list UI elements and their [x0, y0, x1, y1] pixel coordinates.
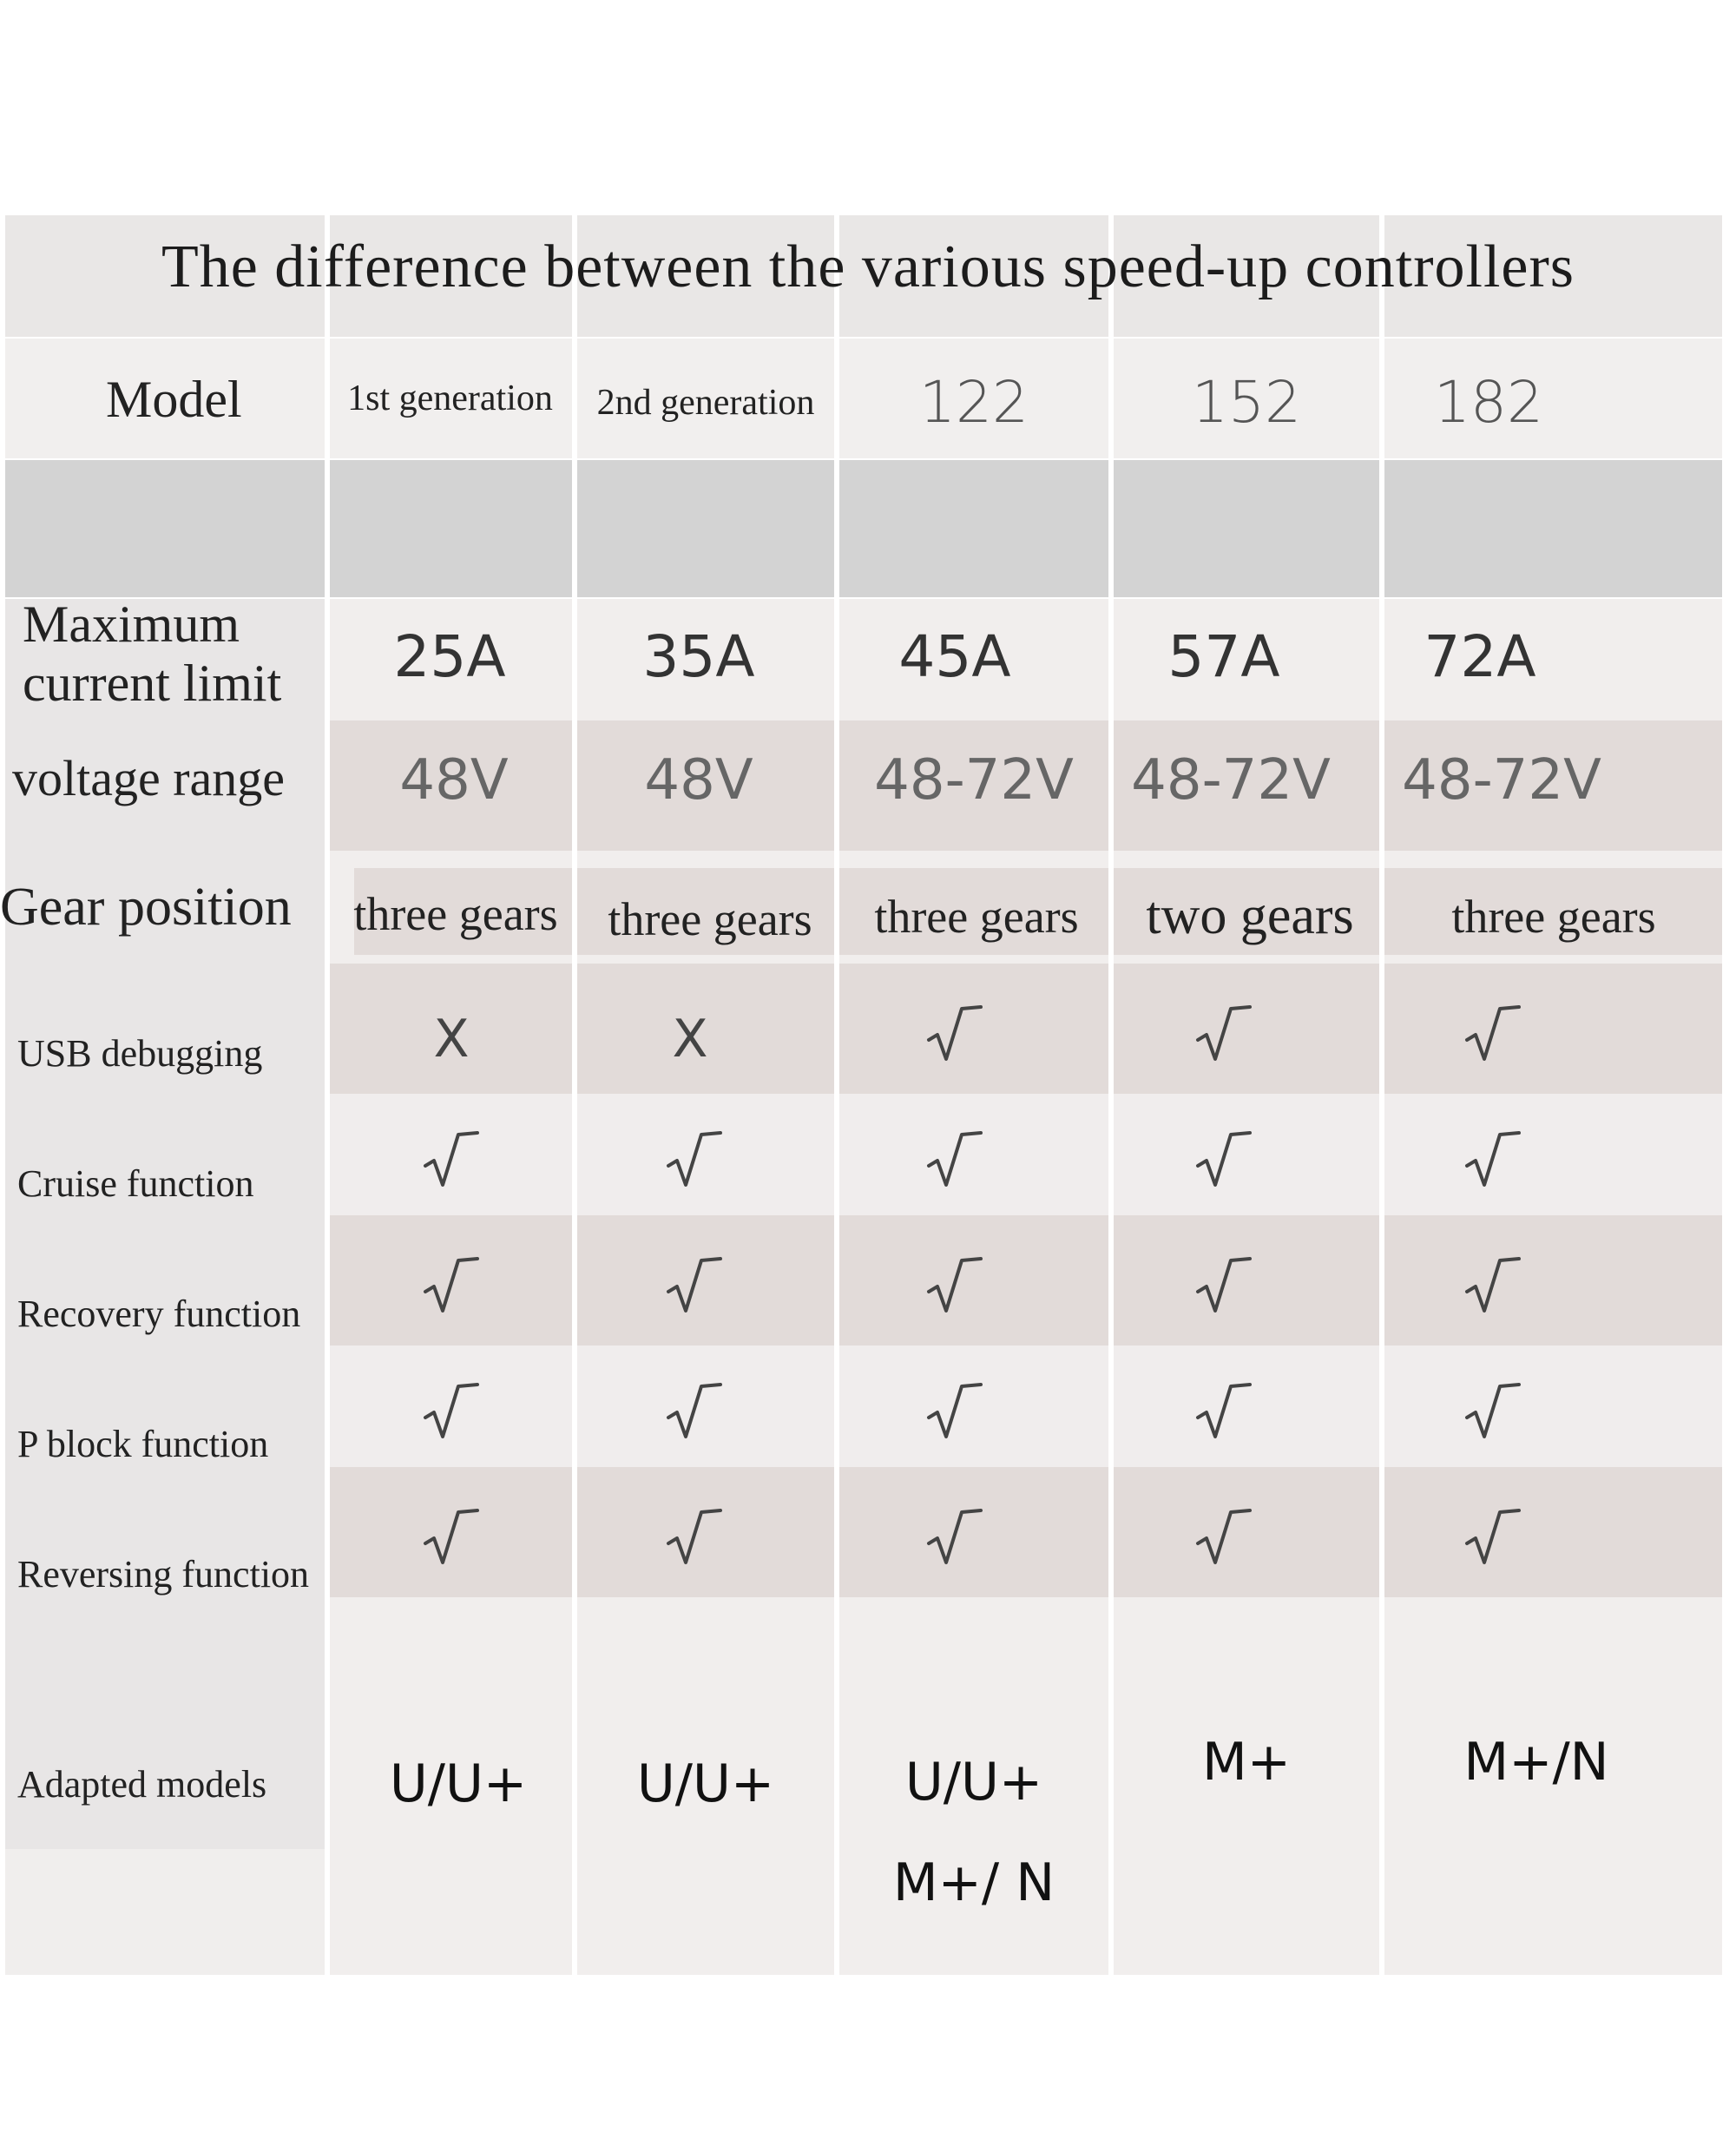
gear-value: three gears — [353, 888, 558, 940]
recovery-check-icon — [1196, 1257, 1252, 1313]
cruise-check-icon — [667, 1131, 722, 1187]
column-header-182: 182 — [1434, 369, 1543, 436]
adapted-model-value: M+ — [1201, 1732, 1292, 1793]
cruise-check-icon — [1196, 1131, 1252, 1187]
usb-debugging-label: USB debugging — [17, 1032, 263, 1075]
voltage-value: 48-72V — [1131, 748, 1331, 813]
column-header-152: 152 — [1192, 369, 1301, 436]
max-current-label: Maximum current limit — [23, 595, 282, 712]
adapted-model-value: U/U+ M+/ N — [892, 1752, 1055, 1913]
voltage-value: 48V — [644, 748, 753, 813]
recovery-check-icon — [424, 1257, 479, 1313]
recovery-check-icon — [927, 1257, 983, 1313]
column-separator — [572, 215, 577, 1977]
max-current-value: 45A — [898, 623, 1011, 690]
column-separator — [1108, 215, 1114, 1977]
reversing-check-icon — [424, 1509, 479, 1564]
pblock-check-icon — [1465, 1383, 1521, 1438]
gear-row-band — [354, 868, 1722, 955]
usb-check-icon — [927, 1005, 983, 1061]
cruise-check-icon — [424, 1131, 479, 1187]
pblock-row-band — [328, 1346, 1722, 1467]
gear-value: three gears — [1451, 891, 1656, 943]
reversing-check-icon — [1465, 1509, 1521, 1564]
title-band — [5, 215, 1722, 337]
voltage-value: 48-72V — [1402, 748, 1601, 813]
adapted-model-value: M+/N — [1463, 1732, 1609, 1793]
reversing-check-icon — [927, 1509, 983, 1564]
label-column-footer — [5, 1849, 325, 1975]
pblock-check-icon — [667, 1383, 722, 1438]
p-block-function-label: P block function — [17, 1423, 269, 1465]
max-current-value: 25A — [393, 623, 506, 690]
reversing-function-label: Reversing function — [17, 1553, 310, 1596]
max-current-value: 35A — [642, 623, 755, 690]
column-header-2nd-generation: 2nd generation — [596, 383, 815, 423]
gray-divider-band — [5, 460, 1722, 597]
usb-row-band — [328, 964, 1722, 1094]
gear-value: three gears — [608, 893, 812, 945]
voltage-row-band — [328, 720, 1722, 851]
adapted-models-label: Adapted models — [17, 1763, 267, 1806]
pblock-check-icon — [1196, 1383, 1252, 1438]
usb-check-icon — [1465, 1005, 1521, 1061]
recovery-function-label: Recovery function — [17, 1293, 301, 1335]
usb-value-x: X — [433, 1009, 470, 1069]
gear-position-label: Gear position — [0, 878, 292, 937]
cruise-check-icon — [927, 1131, 983, 1187]
reversing-check-icon — [667, 1509, 722, 1564]
adapted-model-value: U/U+ — [389, 1754, 528, 1814]
reversing-check-icon — [1196, 1509, 1252, 1564]
cruise-check-icon — [1465, 1131, 1521, 1187]
label-column-background — [5, 599, 325, 1849]
recovery-check-icon — [667, 1257, 722, 1313]
max-current-value: 57A — [1167, 623, 1280, 690]
usb-value-x: X — [672, 1009, 708, 1069]
page-title: The difference between the various speed… — [161, 234, 1575, 300]
recovery-row-band — [328, 1215, 1722, 1346]
model-label: Model — [106, 371, 242, 428]
column-separator — [1379, 215, 1384, 1977]
gear-value: three gears — [874, 891, 1079, 943]
pblock-check-icon — [424, 1383, 479, 1438]
column-separator — [325, 215, 330, 1977]
max-current-value: 72A — [1424, 623, 1536, 690]
cruise-row-band — [328, 1094, 1722, 1215]
model-header-band — [5, 339, 1722, 458]
adapted-model-value: U/U+ — [636, 1754, 775, 1814]
pblock-check-icon — [927, 1383, 983, 1438]
cruise-function-label: Cruise function — [17, 1162, 254, 1205]
usb-check-icon — [1196, 1005, 1252, 1061]
recovery-check-icon — [1465, 1257, 1521, 1313]
voltage-value: 48V — [399, 748, 509, 813]
voltage-range-label: voltage range — [12, 750, 286, 806]
reversing-row-band — [328, 1467, 1722, 1597]
column-header-1st-generation: 1st generation — [347, 378, 553, 418]
column-header-122: 122 — [919, 369, 1029, 436]
column-separator — [834, 215, 839, 1977]
gear-value: two gears — [1146, 886, 1354, 945]
voltage-value: 48-72V — [874, 748, 1074, 813]
